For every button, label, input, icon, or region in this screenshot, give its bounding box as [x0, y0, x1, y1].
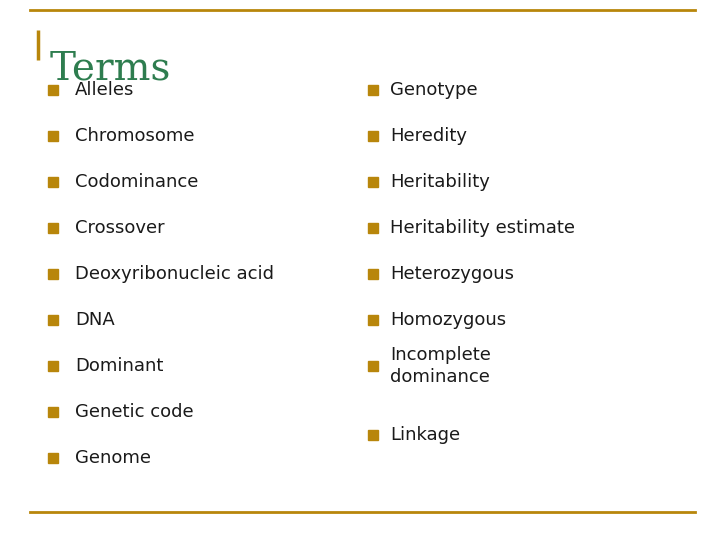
Text: Chromosome: Chromosome: [75, 127, 194, 145]
Bar: [48, 85, 58, 95]
Bar: [48, 407, 58, 417]
Bar: [368, 361, 378, 371]
Text: Incomplete
dominance: Incomplete dominance: [390, 346, 491, 386]
Bar: [48, 131, 58, 141]
Text: Codominance: Codominance: [75, 173, 199, 191]
Text: Heterozygous: Heterozygous: [390, 265, 514, 283]
Text: Homozygous: Homozygous: [390, 311, 506, 329]
Bar: [48, 361, 58, 371]
Bar: [368, 85, 378, 95]
Bar: [368, 131, 378, 141]
Text: Crossover: Crossover: [75, 219, 165, 237]
Text: Terms: Terms: [50, 50, 171, 87]
Bar: [48, 453, 58, 463]
Bar: [368, 430, 378, 440]
Bar: [48, 269, 58, 279]
Bar: [368, 315, 378, 325]
Bar: [48, 223, 58, 233]
Text: Heritability estimate: Heritability estimate: [390, 219, 575, 237]
Text: DNA: DNA: [75, 311, 114, 329]
Text: Alleles: Alleles: [75, 81, 135, 99]
Text: Genotype: Genotype: [390, 81, 477, 99]
Text: Dominant: Dominant: [75, 357, 163, 375]
Text: Genome: Genome: [75, 449, 151, 467]
Bar: [368, 223, 378, 233]
Text: Linkage: Linkage: [390, 426, 460, 444]
Bar: [368, 269, 378, 279]
Bar: [48, 177, 58, 187]
Text: Deoxyribonucleic acid: Deoxyribonucleic acid: [75, 265, 274, 283]
Bar: [48, 315, 58, 325]
Bar: [368, 177, 378, 187]
Text: Heredity: Heredity: [390, 127, 467, 145]
Text: Genetic code: Genetic code: [75, 403, 194, 421]
Text: Heritability: Heritability: [390, 173, 490, 191]
